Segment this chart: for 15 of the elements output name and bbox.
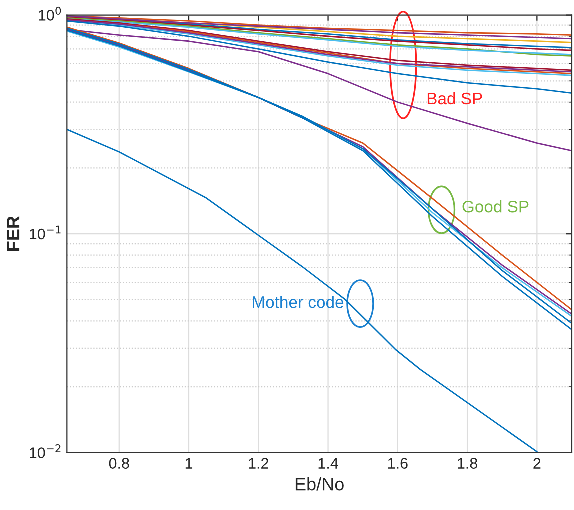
x-tick-label: 1.6 [388,458,408,469]
annotation: Bad SP [428,92,482,105]
x-tick-label: 1.2 [249,458,268,469]
x-tick-label: 2 [534,458,541,469]
y-tick-label: 10$^{0}$ [39,6,62,21]
x-tick-label: 0.8 [109,458,130,469]
y-axis-title: FER [7,216,20,251]
y-tick-label: 10$^{−1}$ [30,226,61,240]
annotation: Good SP [462,200,529,213]
y-tick-label: 10$^{−2}$ [30,444,61,458]
x-tick-label: 1 [186,458,193,469]
x-tick-label: 1.4 [318,458,338,469]
x-axis-title: Eb/No [296,478,344,491]
x-tick-label: 1.8 [458,458,478,469]
annotation: Mother code [253,296,344,308]
